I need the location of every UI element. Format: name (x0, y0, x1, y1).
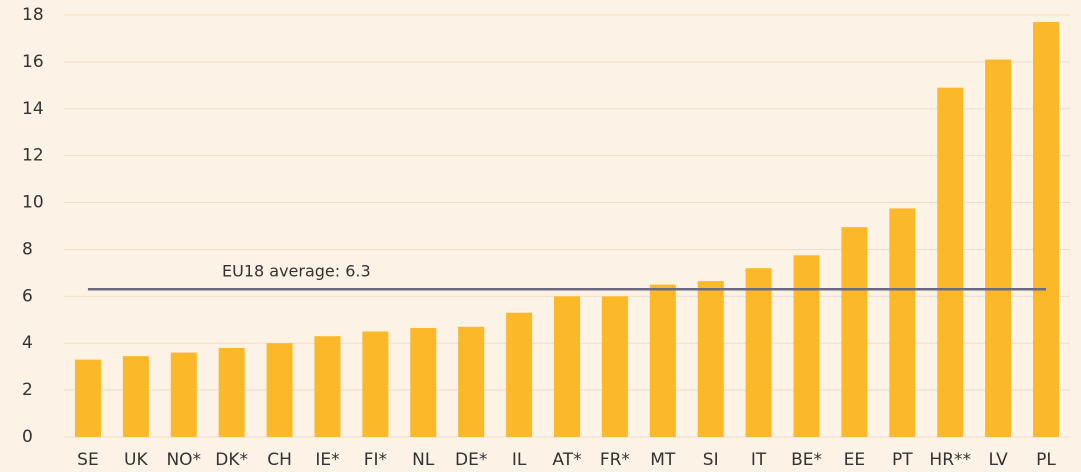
bar (362, 331, 389, 437)
x-tick-label: MT (650, 450, 676, 470)
x-tick-label: FR* (600, 450, 630, 470)
x-tick-label: CH (267, 450, 292, 470)
bar (793, 255, 820, 437)
bar (985, 59, 1012, 438)
x-tick-label: IL (512, 450, 527, 470)
bar (218, 347, 245, 437)
bar (314, 336, 341, 437)
y-tick-label: 10 (22, 193, 44, 213)
bar (601, 296, 628, 437)
x-tick-label: IT (751, 450, 767, 470)
x-tick-label: SI (703, 450, 719, 470)
x-tick-label: AT* (552, 450, 581, 470)
bar (74, 359, 101, 437)
average-label: EU18 average: 6.3 (222, 262, 371, 281)
bar (649, 284, 676, 437)
bar (554, 296, 580, 437)
x-tick-label: DE* (455, 450, 487, 470)
x-tick-label: LV (989, 450, 1009, 470)
y-tick-label: 6 (22, 286, 33, 306)
y-tick-label: 2 (22, 380, 33, 400)
y-tick-label: 18 (22, 5, 44, 25)
x-tick-label: PL (1036, 450, 1056, 470)
y-tick-label: 4 (22, 333, 33, 353)
x-tick-label: EE (844, 450, 865, 470)
bar (458, 326, 485, 437)
x-tick-label: NO* (166, 450, 201, 470)
x-tick-label: IE* (315, 450, 339, 470)
y-tick-label: 12 (22, 146, 44, 166)
bar (745, 268, 772, 437)
x-tick-label: SE (77, 450, 99, 470)
x-tick-label: UK (124, 450, 148, 470)
bar (410, 327, 437, 437)
y-tick-label: 0 (22, 427, 33, 447)
bar (266, 343, 293, 437)
y-tick-label: 8 (22, 239, 33, 259)
x-tick-label: HR** (929, 450, 971, 470)
x-tick-label: NL (412, 450, 435, 470)
bar (697, 281, 724, 437)
x-tick-label: PT (892, 450, 913, 470)
y-tick-label: 14 (22, 99, 44, 119)
x-tick-label: BE* (791, 450, 822, 470)
x-tick-label: DK* (215, 450, 248, 470)
bar (122, 356, 149, 437)
bar (1033, 22, 1060, 438)
y-tick-label: 16 (22, 52, 44, 72)
bar (506, 312, 533, 437)
bar (841, 227, 868, 437)
bar (170, 352, 197, 437)
bar (889, 208, 916, 437)
bar (937, 87, 964, 437)
x-tick-label: FI* (364, 450, 387, 470)
